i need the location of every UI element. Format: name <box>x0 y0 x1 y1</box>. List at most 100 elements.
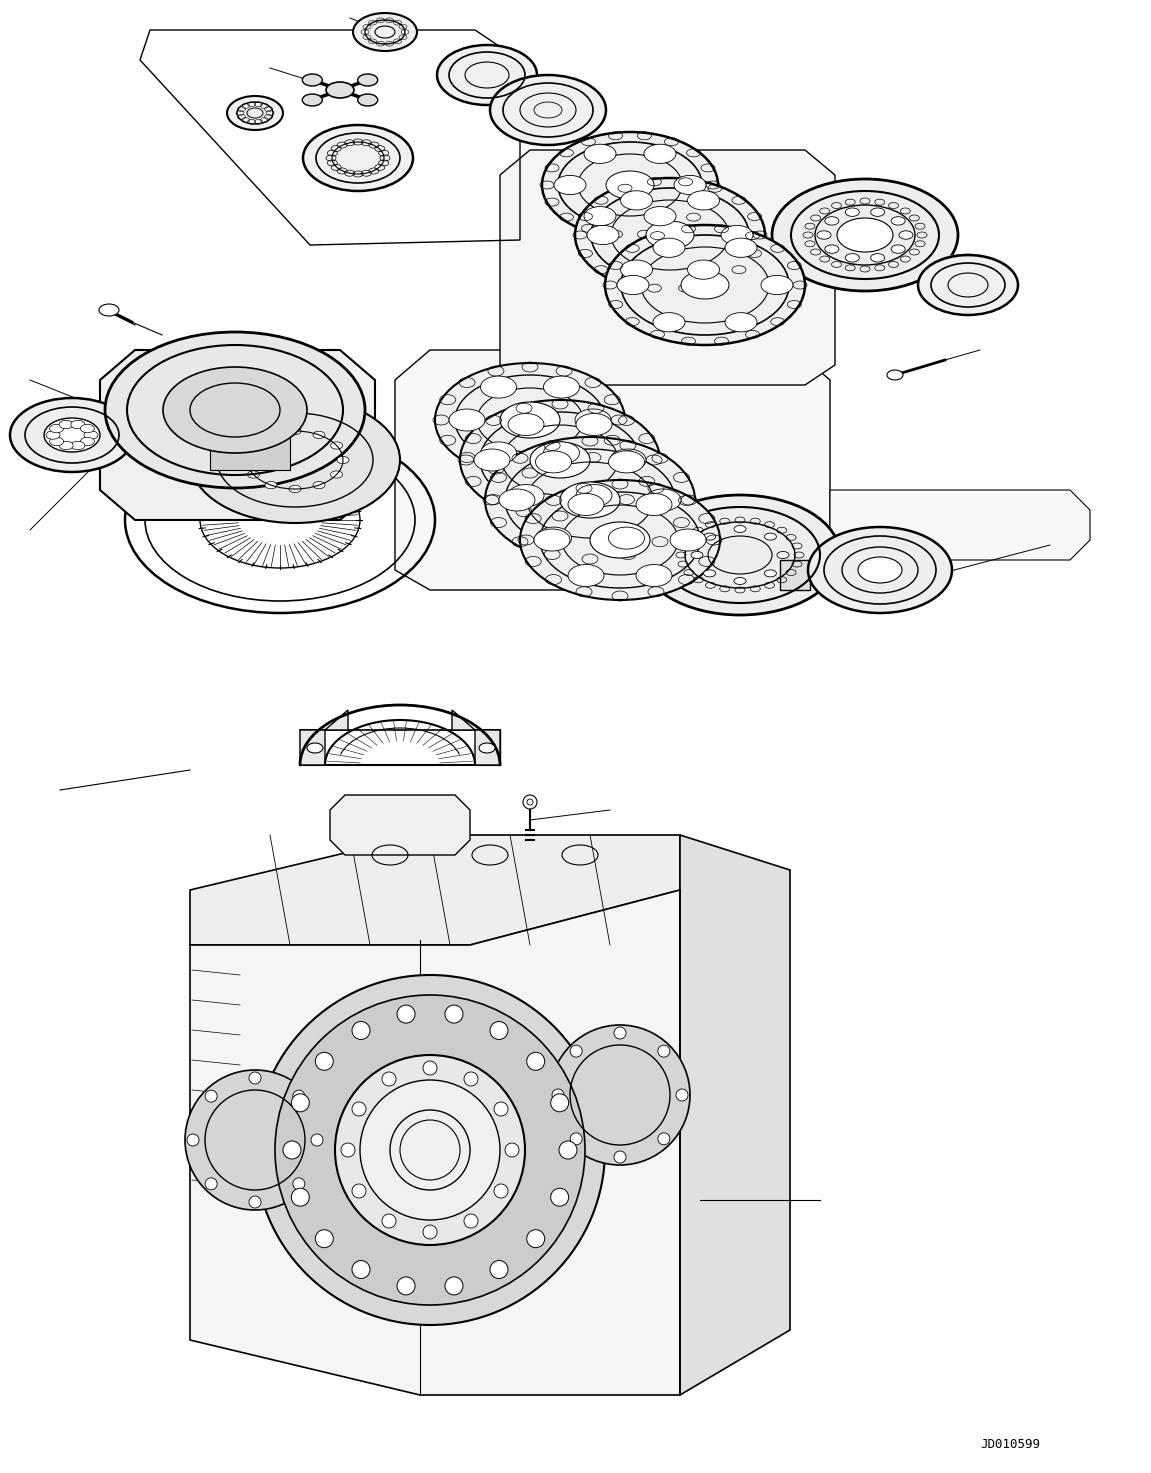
Ellipse shape <box>891 217 905 225</box>
Ellipse shape <box>326 82 355 99</box>
Ellipse shape <box>360 1080 500 1220</box>
Ellipse shape <box>658 1133 670 1145</box>
Ellipse shape <box>46 430 60 439</box>
Ellipse shape <box>81 437 94 446</box>
Ellipse shape <box>311 1134 323 1146</box>
Ellipse shape <box>825 245 839 253</box>
Ellipse shape <box>265 482 277 489</box>
Ellipse shape <box>508 485 544 507</box>
Ellipse shape <box>576 409 611 432</box>
Ellipse shape <box>825 217 839 225</box>
Ellipse shape <box>303 74 322 85</box>
Ellipse shape <box>10 398 134 471</box>
Ellipse shape <box>550 1094 569 1112</box>
Ellipse shape <box>761 275 793 295</box>
Ellipse shape <box>505 1143 519 1156</box>
Ellipse shape <box>449 409 485 432</box>
Ellipse shape <box>303 94 322 106</box>
Ellipse shape <box>265 432 277 439</box>
Ellipse shape <box>330 471 343 479</box>
Ellipse shape <box>313 432 325 439</box>
Ellipse shape <box>637 564 672 586</box>
Ellipse shape <box>445 1005 463 1024</box>
Ellipse shape <box>576 178 765 292</box>
Ellipse shape <box>721 225 753 245</box>
Ellipse shape <box>535 527 572 549</box>
Ellipse shape <box>605 225 805 345</box>
Ellipse shape <box>315 1230 334 1248</box>
Ellipse shape <box>485 437 695 563</box>
Ellipse shape <box>249 1072 261 1084</box>
Ellipse shape <box>857 557 902 583</box>
Ellipse shape <box>262 432 276 440</box>
Ellipse shape <box>81 424 94 433</box>
Ellipse shape <box>535 451 572 473</box>
Ellipse shape <box>567 564 604 586</box>
Ellipse shape <box>500 489 535 511</box>
Ellipse shape <box>520 480 721 600</box>
Ellipse shape <box>550 1025 689 1165</box>
Ellipse shape <box>241 374 254 382</box>
Ellipse shape <box>435 362 625 477</box>
Ellipse shape <box>215 374 230 382</box>
Ellipse shape <box>341 1143 355 1156</box>
Ellipse shape <box>561 482 620 518</box>
Ellipse shape <box>479 742 495 753</box>
Ellipse shape <box>437 46 538 105</box>
Ellipse shape <box>703 570 716 577</box>
Ellipse shape <box>570 1046 582 1058</box>
Ellipse shape <box>490 1261 508 1279</box>
Ellipse shape <box>241 457 253 464</box>
Ellipse shape <box>529 442 590 479</box>
Ellipse shape <box>185 1069 325 1209</box>
Ellipse shape <box>552 1089 564 1100</box>
Ellipse shape <box>687 261 719 280</box>
Polygon shape <box>680 835 790 1395</box>
Ellipse shape <box>609 527 645 549</box>
Ellipse shape <box>870 253 885 262</box>
Ellipse shape <box>554 175 586 194</box>
Ellipse shape <box>653 312 685 331</box>
Ellipse shape <box>620 191 653 211</box>
Ellipse shape <box>59 442 74 449</box>
Ellipse shape <box>44 418 100 452</box>
Ellipse shape <box>570 1133 582 1145</box>
Ellipse shape <box>190 398 401 523</box>
Ellipse shape <box>464 1072 478 1086</box>
Ellipse shape <box>59 420 74 429</box>
Ellipse shape <box>358 74 378 85</box>
Ellipse shape <box>725 239 757 258</box>
Polygon shape <box>452 710 500 764</box>
Ellipse shape <box>283 1142 302 1159</box>
Ellipse shape <box>494 1184 508 1198</box>
Ellipse shape <box>584 144 616 164</box>
Ellipse shape <box>845 208 860 217</box>
Ellipse shape <box>71 442 85 449</box>
Ellipse shape <box>845 253 860 262</box>
Ellipse shape <box>542 133 718 239</box>
Polygon shape <box>190 890 680 1395</box>
Ellipse shape <box>330 442 343 449</box>
Ellipse shape <box>474 449 510 471</box>
Ellipse shape <box>277 420 291 429</box>
Ellipse shape <box>337 457 349 464</box>
Ellipse shape <box>247 471 259 479</box>
Ellipse shape <box>605 171 654 199</box>
Ellipse shape <box>358 94 378 106</box>
Ellipse shape <box>275 994 585 1305</box>
Ellipse shape <box>899 231 913 239</box>
Ellipse shape <box>307 742 323 753</box>
Ellipse shape <box>241 437 254 446</box>
Ellipse shape <box>527 1052 544 1071</box>
Ellipse shape <box>460 401 660 520</box>
Ellipse shape <box>613 1027 626 1038</box>
Ellipse shape <box>764 570 777 577</box>
Polygon shape <box>209 390 290 470</box>
Ellipse shape <box>315 1052 334 1071</box>
Ellipse shape <box>620 261 653 280</box>
Ellipse shape <box>808 527 952 613</box>
Ellipse shape <box>640 495 840 616</box>
Ellipse shape <box>464 1214 478 1228</box>
Ellipse shape <box>837 218 893 252</box>
Ellipse shape <box>576 485 612 507</box>
